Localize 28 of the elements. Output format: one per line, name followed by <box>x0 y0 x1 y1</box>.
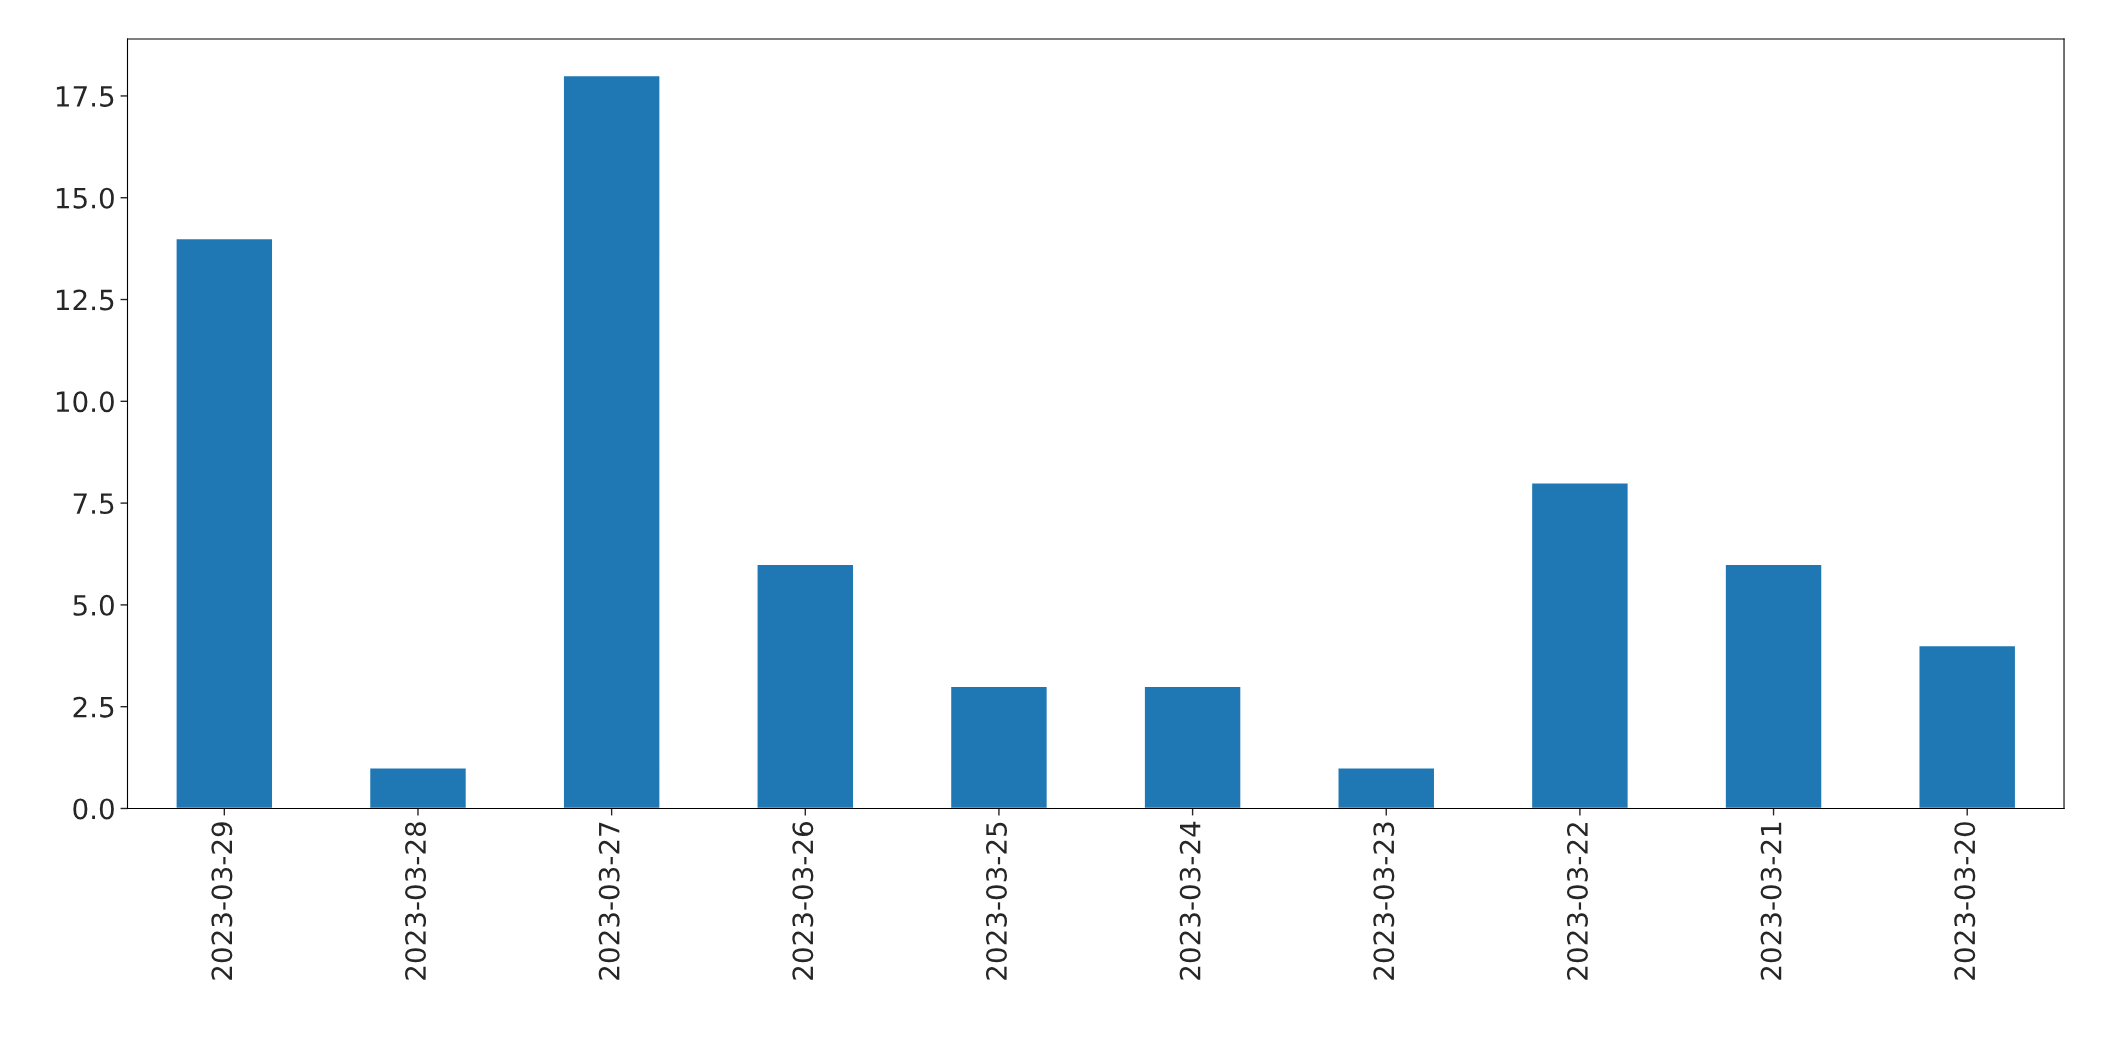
x-tick-label: 2023-03-20 <box>1954 822 1976 980</box>
y-tick-label: 10.0 <box>56 391 114 413</box>
x-tick-label: 2023-03-24 <box>1179 821 1201 980</box>
x-tick-label: 2023-03-25 <box>985 822 1007 980</box>
y-tick-label: 0.0 <box>73 798 114 820</box>
bar <box>1143 685 1242 809</box>
y-tick-label: 17.5 <box>56 86 114 107</box>
y-tick-label: 15.0 <box>56 187 114 209</box>
x-tick-label: 2023-03-27 <box>598 822 620 980</box>
x-tick-label: 2023-03-29 <box>211 822 233 980</box>
bar <box>368 767 468 809</box>
y-tick-label: 5.0 <box>73 594 114 616</box>
bar <box>1918 644 2017 809</box>
y-tick-label: 7.5 <box>73 493 114 515</box>
bar <box>562 74 661 809</box>
bar <box>1530 482 1630 809</box>
bar <box>1724 563 1823 809</box>
x-tick-label: 2023-03-22 <box>1566 823 1588 980</box>
x-tick-label: 2023-03-26 <box>792 822 814 980</box>
bar <box>1337 767 1436 809</box>
bar <box>949 685 1049 809</box>
y-tick-label: 12.5 <box>56 289 114 311</box>
bar <box>756 563 855 809</box>
y-tick-label: 2.5 <box>73 696 114 718</box>
x-tick-label: 2023-03-21 <box>1760 822 1782 980</box>
bar <box>175 237 274 809</box>
x-tick-label: 2023-03-23 <box>1373 822 1395 980</box>
x-tick-label: 2023-03-28 <box>405 822 427 980</box>
